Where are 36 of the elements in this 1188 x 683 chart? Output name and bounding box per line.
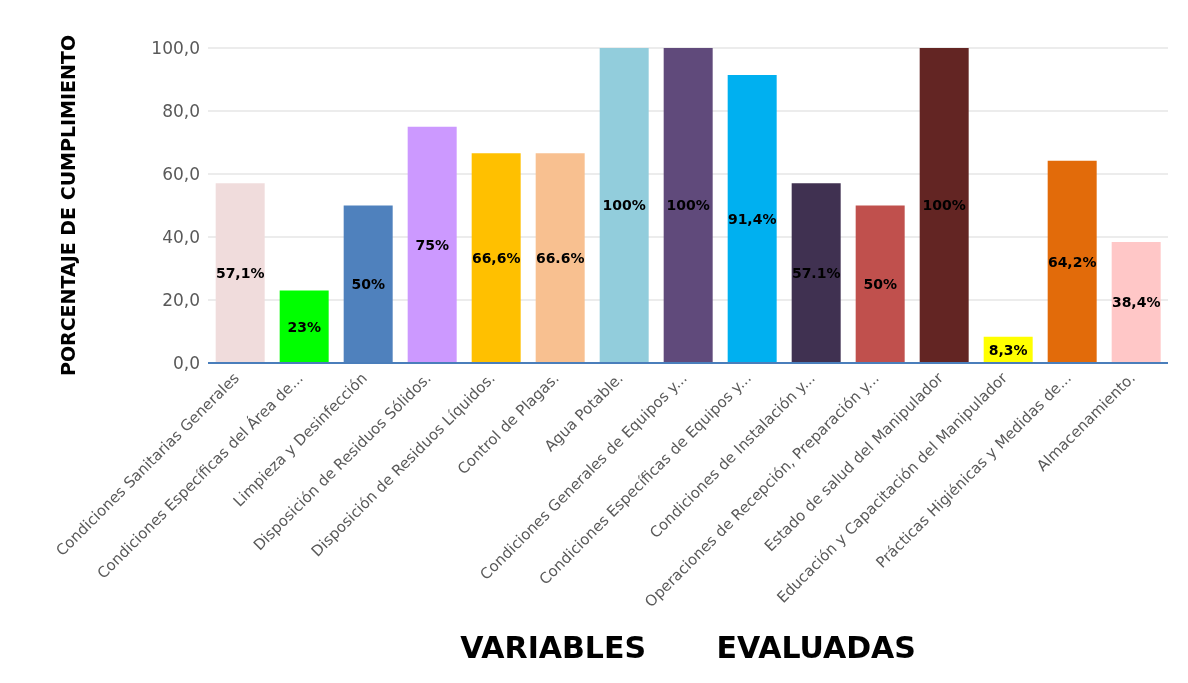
y-tick-label: 60,0 — [162, 164, 200, 185]
data-label: 66,6% — [471, 250, 521, 267]
data-label: 100% — [666, 197, 710, 214]
bar — [663, 48, 713, 363]
data-label: 100% — [922, 197, 966, 214]
data-label: 50% — [863, 276, 897, 293]
bar — [407, 126, 457, 363]
bar — [919, 48, 969, 363]
data-label: 64,2% — [1047, 253, 1097, 270]
data-label: 50% — [351, 276, 385, 293]
bar — [599, 48, 649, 363]
y-tick-label: 40,0 — [162, 227, 200, 248]
data-label: 91,4% — [727, 211, 777, 228]
data-label: 75% — [415, 236, 449, 253]
y-tick-label: 20,0 — [162, 290, 200, 311]
y-tick-label: 100,0 — [151, 38, 200, 59]
bar — [535, 153, 585, 363]
data-label: 57,1% — [215, 265, 265, 282]
bar — [727, 75, 777, 363]
data-label: 23% — [287, 318, 321, 335]
data-label: 38,4% — [1111, 294, 1161, 311]
x-axis-title: VARIABLES EVALUADAS — [460, 630, 916, 665]
bar — [1111, 242, 1161, 363]
data-label: 8,3% — [988, 341, 1028, 358]
data-label: 66.6% — [535, 250, 585, 267]
y-axis-title: PORCENTAJE DE CUMPLIMIENTO — [56, 34, 79, 377]
bar — [855, 205, 905, 363]
y-tick-label: 80,0 — [162, 101, 200, 122]
bar — [279, 290, 329, 363]
bar — [791, 183, 841, 363]
bar — [1047, 160, 1097, 363]
y-tick-label: 0,0 — [172, 353, 200, 374]
bar — [215, 183, 265, 363]
data-label: 100% — [602, 197, 646, 214]
data-label: 57.1% — [791, 265, 841, 282]
bar — [471, 153, 521, 363]
